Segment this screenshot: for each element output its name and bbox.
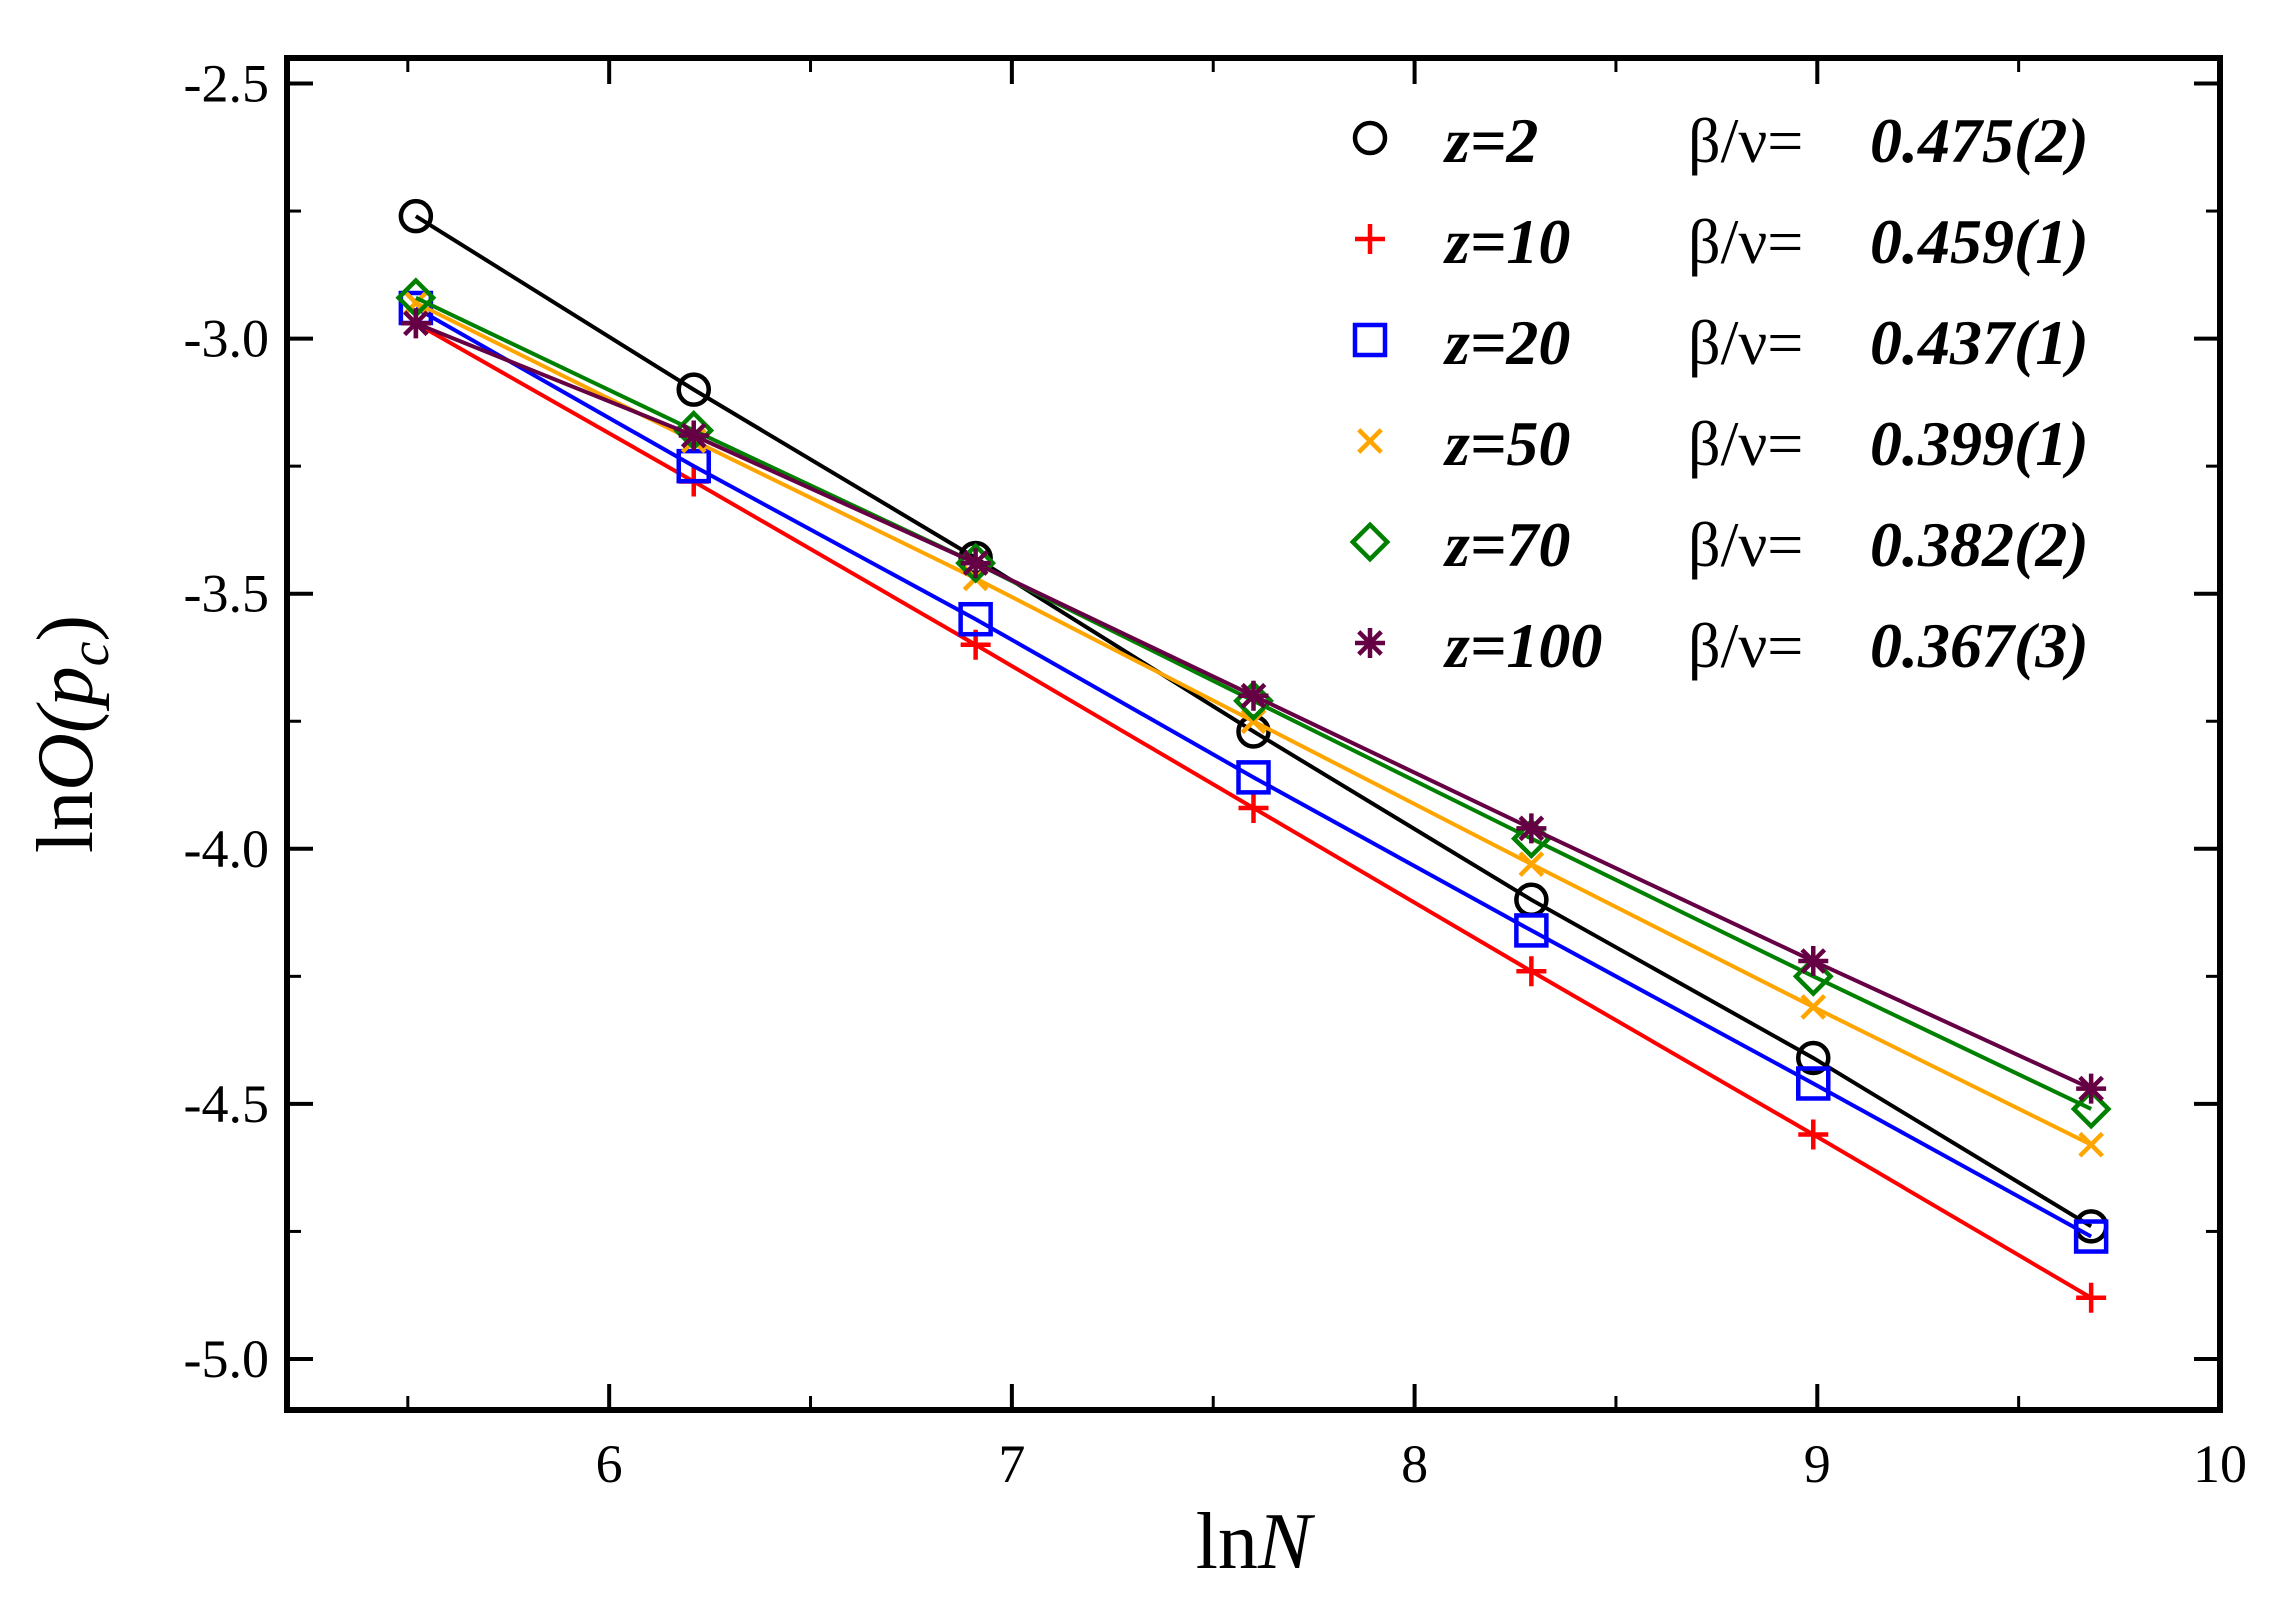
square-marker: [1514, 913, 1549, 948]
y-tick-label: -5.0: [184, 1329, 269, 1389]
legend-series-name: z=20: [1443, 307, 1570, 378]
series-z-20: [398, 290, 2109, 1254]
x-tick-label: 8: [1401, 1434, 1428, 1494]
star-marker: [400, 308, 431, 339]
legend: z=2 β/ν= 0.475(2) z=10 β/ν= 0.459(1) z=20 β/ν= 0…: [1349, 105, 2089, 681]
plus-marker: [1798, 1119, 1829, 1150]
series-line: [414, 306, 2093, 1239]
legend-series-name: z=2: [1443, 105, 1538, 176]
x-marker: [2078, 1131, 2104, 1158]
star-marker: [1238, 680, 1269, 711]
x-marker: [1518, 851, 1545, 877]
x-tick-label: 9: [1804, 1434, 1831, 1494]
legend-exponent-label: β/ν=: [1688, 509, 1803, 580]
plus-marker: [1516, 956, 1547, 987]
square-marker: [1352, 322, 1388, 358]
plus-marker: [1238, 792, 1269, 823]
legend-exponent-label: β/ν=: [1688, 105, 1803, 176]
diamond-marker: [1349, 521, 1391, 563]
legend-item: z=100 β/ν= 0.367(3): [1355, 610, 2089, 681]
square-marker: [676, 448, 711, 484]
legend-exponent-value: 0.382(2): [1870, 509, 2089, 580]
circle-marker: [1352, 120, 1388, 156]
square-marker: [958, 601, 993, 637]
star-marker: [1355, 628, 1385, 658]
circle-marker: [1796, 1040, 1831, 1076]
legend-exponent-value: 0.459(1): [1870, 206, 2089, 277]
square-marker: [1236, 760, 1271, 795]
legend-item: z=50 β/ν= 0.399(1): [1357, 408, 2089, 479]
legend-exponent-value: 0.475(2): [1870, 105, 2089, 176]
legend-exponent-label: β/ν=: [1688, 408, 1803, 479]
series-z-10: [400, 308, 2107, 1313]
y-tick-label: -4.0: [184, 819, 269, 879]
series-z-100: [400, 308, 2107, 1104]
y-tick-label: -4.5: [184, 1074, 269, 1134]
x-tick-label: 7: [998, 1434, 1025, 1494]
legend-exponent-value: 0.367(3): [1870, 610, 2089, 681]
legend-item: z=70 β/ν= 0.382(2): [1349, 509, 2089, 580]
legend-exponent-label: β/ν=: [1688, 307, 1803, 378]
legend-series-name: z=70: [1443, 509, 1570, 580]
legend-item: z=20 β/ν= 0.437(1): [1352, 307, 2089, 378]
circle-marker: [398, 198, 434, 234]
diamond-marker: [2070, 1088, 2112, 1130]
plus-marker: [2076, 1282, 2107, 1313]
star-marker: [1798, 946, 1829, 977]
legend-exponent-value: 0.437(1): [1870, 307, 2089, 378]
y-axis-title: lnO(pc): [22, 615, 121, 853]
star-marker: [1516, 813, 1547, 844]
legend-series-name: z=10: [1443, 206, 1570, 277]
star-marker: [960, 548, 991, 579]
square-marker: [2073, 1219, 2109, 1254]
series-line: [414, 214, 2093, 1229]
x-tick-label: 10: [2193, 1434, 2247, 1494]
plot-series: [395, 198, 2112, 1313]
y-tick-label: -3.5: [184, 564, 269, 624]
legend-series-name: z=100: [1443, 610, 1602, 681]
legend-series-name: z=50: [1443, 408, 1570, 479]
x-tick-label: 6: [596, 1434, 623, 1494]
y-tick-label: -3.0: [184, 309, 269, 369]
axes: 6 7 8 9 10 -5.0 -4.5 -4.0 -3.5 -3.0 -2.5: [184, 54, 2247, 1494]
x-axis-title: lnN: [1196, 1498, 1316, 1586]
x-marker: [1800, 994, 1827, 1020]
x-marker: [1357, 428, 1383, 454]
y-tick-label: -2.5: [184, 54, 269, 114]
legend-item: z=10 β/ν= 0.459(1): [1355, 206, 2089, 277]
circle-marker: [676, 372, 711, 407]
legend-exponent-value: 0.399(1): [1870, 408, 2089, 479]
plus-marker: [1355, 224, 1385, 254]
legend-exponent-label: β/ν=: [1688, 206, 1803, 277]
legend-item: z=2 β/ν= 0.475(2): [1352, 105, 2089, 176]
square-marker: [1796, 1066, 1831, 1101]
star-marker: [2076, 1073, 2107, 1104]
star-marker: [678, 420, 709, 451]
legend-exponent-label: β/ν=: [1688, 610, 1803, 681]
plot-frame: [284, 55, 2223, 1413]
